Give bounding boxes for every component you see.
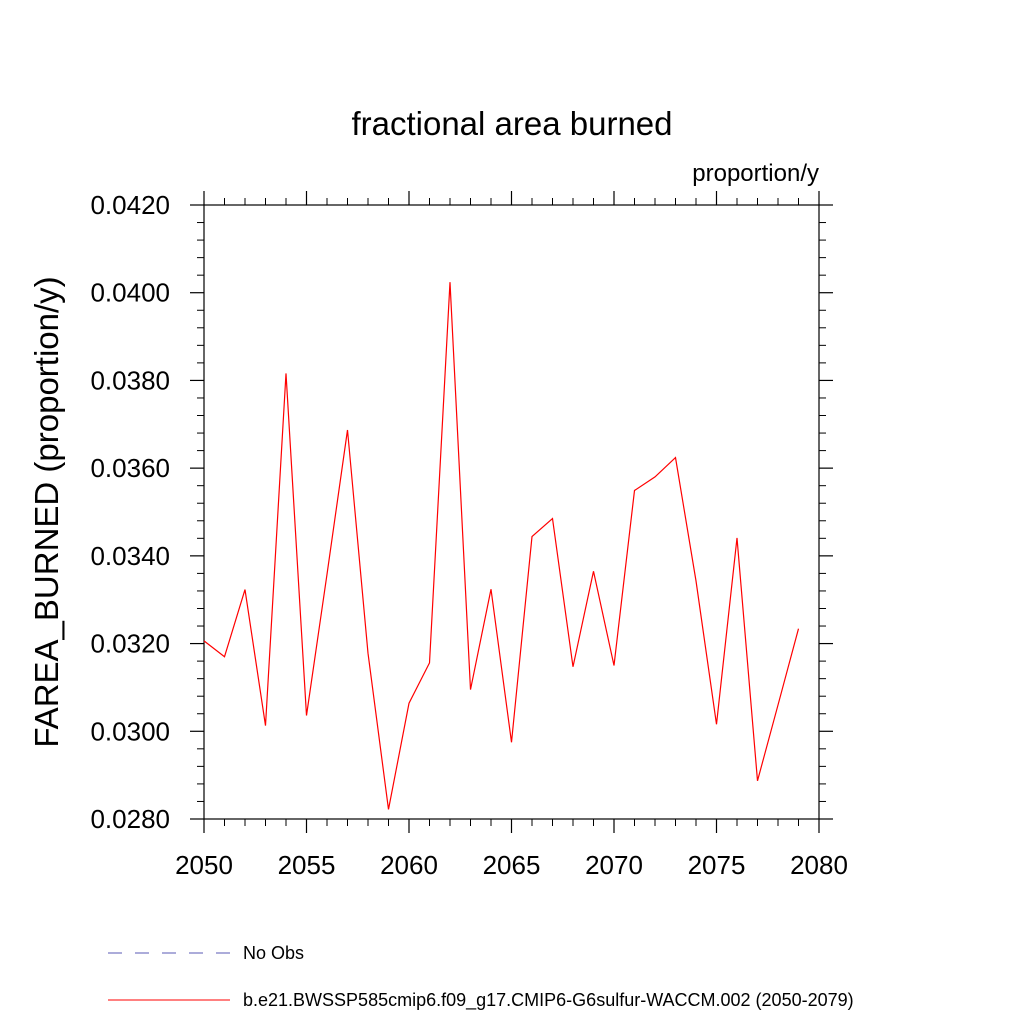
series-group	[203, 282, 800, 810]
x-tick-label: 2070	[585, 850, 643, 880]
y-tick-label: 0.0400	[90, 278, 170, 308]
x-tick-label: 2075	[688, 850, 746, 880]
series-line	[203, 282, 800, 810]
axis-tick-labels: 2050 2055 2060 2065 2070 2075 2080 0.0280 0.0300…	[90, 190, 847, 880]
legend-label: No Obs	[243, 943, 304, 963]
chart-units-label: proportion/y	[692, 160, 819, 187]
x-tick-label: 2080	[790, 850, 848, 880]
y-tick-label: 0.0360	[90, 453, 170, 483]
y-tick-label: 0.0420	[90, 190, 170, 220]
x-tick-label: 2050	[175, 850, 233, 880]
x-tick-label: 2055	[278, 850, 336, 880]
plot-frame	[203, 204, 820, 820]
y-tick-label: 0.0340	[90, 541, 170, 571]
x-tick-label: 2065	[483, 850, 541, 880]
x-tick-label: 2060	[380, 850, 438, 880]
legend: No Obs b.e21.BWSSP585cmip6.f09_g17.CMIP6-…	[108, 943, 854, 1011]
y-tick-label: 0.0380	[90, 365, 170, 395]
y-tick-label: 0.0300	[90, 716, 170, 746]
y-tick-label: 0.0280	[90, 804, 170, 834]
legend-label: b.e21.BWSSP585cmip6.f09_g17.CMIP6-G6sulf…	[243, 990, 854, 1011]
y-axis-label: FAREA_BURNED (proportion/y)	[28, 276, 65, 747]
y-tick-label: 0.0320	[90, 629, 170, 659]
chart-title: fractional area burned	[351, 105, 672, 142]
axis-ticks	[190, 191, 833, 833]
